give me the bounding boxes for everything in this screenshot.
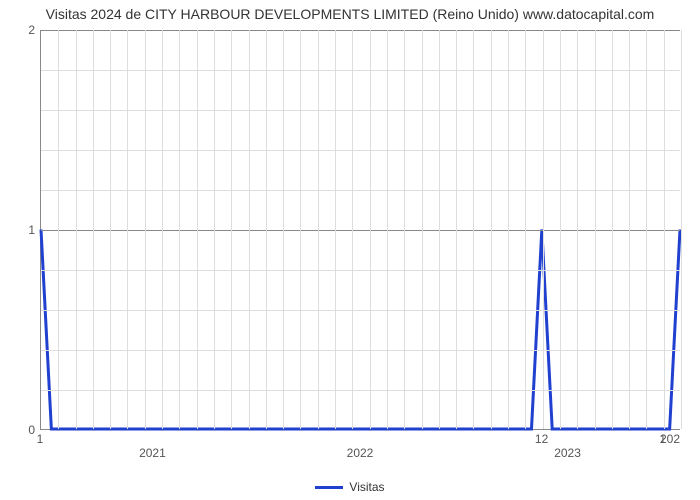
gridline-v <box>318 30 319 429</box>
legend-label: Visitas <box>349 480 384 494</box>
gridline-v <box>595 30 596 429</box>
gridline-h-minor <box>41 270 680 271</box>
gridline-v <box>629 30 630 429</box>
y-tick-label: 0 <box>0 423 35 437</box>
gridline-v <box>93 30 94 429</box>
chart-container: Visitas 2024 de CITY HARBOUR DEVELOPMENT… <box>0 0 700 500</box>
gridline-v <box>473 30 474 429</box>
gridline-v <box>646 30 647 429</box>
gridline-h-minor <box>41 310 680 311</box>
gridline-v <box>560 30 561 429</box>
gridline-v <box>76 30 77 429</box>
gridline-v <box>352 30 353 429</box>
x-tick-month: 12 <box>535 432 548 446</box>
gridline-v <box>491 30 492 429</box>
x-tick-year: 2023 <box>554 446 581 460</box>
gridline-v <box>335 30 336 429</box>
gridline-h-minor <box>41 70 680 71</box>
gridline-v <box>266 30 267 429</box>
gridline-v <box>214 30 215 429</box>
gridline-v <box>664 30 665 429</box>
gridline-v <box>197 30 198 429</box>
x-tick-month: 1 <box>37 432 44 446</box>
gridline-h-minor <box>41 190 680 191</box>
gridline-v <box>58 30 59 429</box>
gridline-v <box>439 30 440 429</box>
gridline-h-major <box>41 230 680 231</box>
plot-area <box>40 30 680 430</box>
gridline-h-minor <box>41 150 680 151</box>
gridline-h-minor <box>41 350 680 351</box>
gridline-v <box>387 30 388 429</box>
gridline-v <box>577 30 578 429</box>
gridline-v <box>612 30 613 429</box>
gridline-v <box>370 30 371 429</box>
gridline-v <box>145 30 146 429</box>
x-tick-year: 2022 <box>347 446 374 460</box>
gridline-h-minor <box>41 110 680 111</box>
gridline-v <box>127 30 128 429</box>
y-tick-label: 2 <box>0 23 35 37</box>
gridline-v <box>404 30 405 429</box>
gridline-h-minor <box>41 390 680 391</box>
gridline-v <box>179 30 180 429</box>
x-tick-right-edge: 202 <box>660 432 680 446</box>
gridline-v <box>681 30 682 429</box>
legend: Visitas <box>0 480 700 494</box>
gridline-v <box>300 30 301 429</box>
gridline-v <box>231 30 232 429</box>
gridline-v <box>508 30 509 429</box>
visitas-line <box>41 230 680 430</box>
x-tick-year: 2021 <box>139 446 166 460</box>
chart-title: Visitas 2024 de CITY HARBOUR DEVELOPMENT… <box>0 6 700 22</box>
legend-swatch <box>315 486 343 489</box>
gridline-h-major <box>41 30 680 31</box>
gridline-v <box>543 30 544 429</box>
gridline-v <box>456 30 457 429</box>
gridline-v <box>525 30 526 429</box>
gridline-v <box>162 30 163 429</box>
y-tick-label: 1 <box>0 223 35 237</box>
gridline-v <box>283 30 284 429</box>
gridline-v <box>249 30 250 429</box>
gridline-v <box>110 30 111 429</box>
gridline-v <box>422 30 423 429</box>
